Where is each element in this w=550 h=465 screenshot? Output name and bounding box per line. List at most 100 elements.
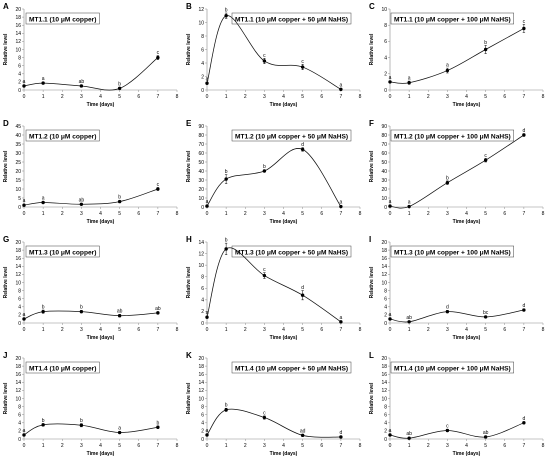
panel-letter: A	[3, 2, 9, 11]
panel-letter: C	[369, 2, 375, 11]
data-point	[117, 86, 122, 91]
significance-label: ab	[117, 309, 123, 315]
y-tick-label: 14	[15, 264, 21, 270]
y-tick-label: 14	[198, 240, 204, 246]
x-tick-label: 0	[206, 327, 209, 333]
data-point	[205, 81, 209, 85]
y-tick-label: 6	[201, 286, 204, 292]
y-tick-label: 20	[381, 240, 387, 246]
significance-label: d	[301, 285, 304, 291]
chart-title: MT1.4 (10 μM copper)	[29, 365, 96, 372]
x-tick-label: 0	[23, 94, 26, 100]
data-point	[205, 315, 209, 319]
data-point	[156, 311, 160, 315]
y-tick-label: 0	[18, 205, 21, 211]
significance-label: a	[408, 76, 411, 82]
significance-label: d	[522, 303, 525, 309]
significance-label: c	[301, 59, 304, 65]
y-tick-label: 50	[198, 160, 204, 166]
significance-label: a	[408, 200, 411, 206]
chart-title: MT1.2 (10 μM copper + 50 μM NaHS)	[235, 133, 348, 140]
chart-title-box: MT1.1 (10 μM copper)	[25, 12, 100, 25]
y-tick-label: 10	[381, 396, 387, 402]
x-tick-label: 0	[389, 211, 392, 217]
x-tick-label: 7	[156, 211, 159, 217]
y-tick-label: 4	[384, 55, 387, 61]
chart-title-box: MT1.3 (10 μM copper + 50 μM NaHS)	[231, 245, 352, 258]
data-point	[22, 203, 26, 207]
y-tick-label: 80	[381, 133, 387, 139]
chart-title-frame	[231, 245, 352, 258]
x-axis-label: Time (days)	[453, 335, 481, 341]
y-tick-label: 16	[15, 256, 21, 262]
series-line	[206, 148, 342, 207]
series-line	[23, 57, 159, 91]
y-tick-label: 0	[201, 88, 204, 94]
y-axis-label: Relative level	[3, 382, 9, 414]
y-axis-label: Relative level	[186, 150, 192, 182]
x-tick-label: 4	[99, 94, 102, 100]
y-tick-label: 10	[15, 396, 21, 402]
panel-letter: E	[186, 119, 192, 128]
y-tick-label: 10	[15, 187, 21, 193]
significance-label: c	[263, 410, 266, 416]
x-tick-label: 7	[339, 327, 342, 333]
data-point	[445, 428, 450, 433]
data-point	[79, 309, 84, 314]
data-point	[41, 309, 45, 314]
significance-label: ab	[406, 431, 412, 437]
y-tick-label: 4	[384, 421, 387, 427]
y-tick-label: 16	[381, 372, 387, 378]
x-tick-label: 5	[118, 327, 121, 333]
x-tick-label: 4	[465, 327, 468, 333]
x-tick-label: 1	[408, 211, 411, 217]
data-point	[205, 204, 209, 208]
y-tick-label: 2	[384, 313, 387, 319]
x-tick-label: 5	[484, 443, 487, 449]
x-tick-label: 5	[118, 211, 121, 217]
significance-label: a	[206, 428, 209, 434]
y-tick-label: 0	[384, 205, 387, 211]
x-tick-label: 2	[244, 443, 247, 449]
significance-label: d	[522, 416, 525, 422]
y-tick-label: 40	[381, 169, 387, 175]
y-tick-label: 4	[18, 421, 21, 427]
data-point	[300, 147, 305, 152]
y-tick-label: 4	[201, 298, 204, 304]
x-tick-label: 2	[244, 94, 247, 100]
chart-title-frame	[390, 361, 514, 374]
data-point	[224, 177, 228, 181]
significance-label: bc	[483, 310, 489, 316]
y-tick-label: 10	[381, 280, 387, 286]
x-axis-label: Time (days)	[270, 335, 298, 341]
y-axis-label: Relative level	[369, 150, 375, 182]
panel-l: L MT1.4 (10 μM copper + 100 μM NaHS) 0 2 4 6 8…	[369, 351, 545, 457]
y-tick-label: 2	[18, 429, 21, 435]
significance-label: a	[118, 426, 121, 432]
significance-label: b	[225, 403, 228, 409]
y-tick-label: 0	[384, 88, 387, 94]
y-tick-label: 16	[381, 256, 387, 262]
data-point	[224, 408, 228, 412]
y-tick-label: 8	[201, 34, 204, 40]
x-tick-label: 1	[42, 443, 45, 449]
significance-label: a	[23, 79, 26, 85]
x-tick-label: 8	[176, 94, 179, 100]
y-tick-label: 14	[198, 380, 204, 386]
x-tick-label: 0	[389, 94, 392, 100]
x-tick-label: 7	[522, 327, 525, 333]
x-tick-label: 0	[23, 443, 26, 449]
y-tick-label: 8	[18, 404, 21, 410]
data-point	[224, 14, 228, 18]
chart-title: MT1.1 (10 μM copper + 100 μM NaHS)	[394, 16, 511, 23]
x-tick-label: 6	[320, 211, 323, 217]
x-tick-label: 8	[542, 443, 545, 449]
y-tick-label: 0	[18, 437, 21, 443]
significance-label: b	[446, 175, 449, 181]
data-point	[262, 59, 267, 63]
y-tick-label: 6	[18, 413, 21, 419]
y-tick-label: 60	[198, 151, 204, 157]
chart-title-frame	[25, 361, 100, 374]
